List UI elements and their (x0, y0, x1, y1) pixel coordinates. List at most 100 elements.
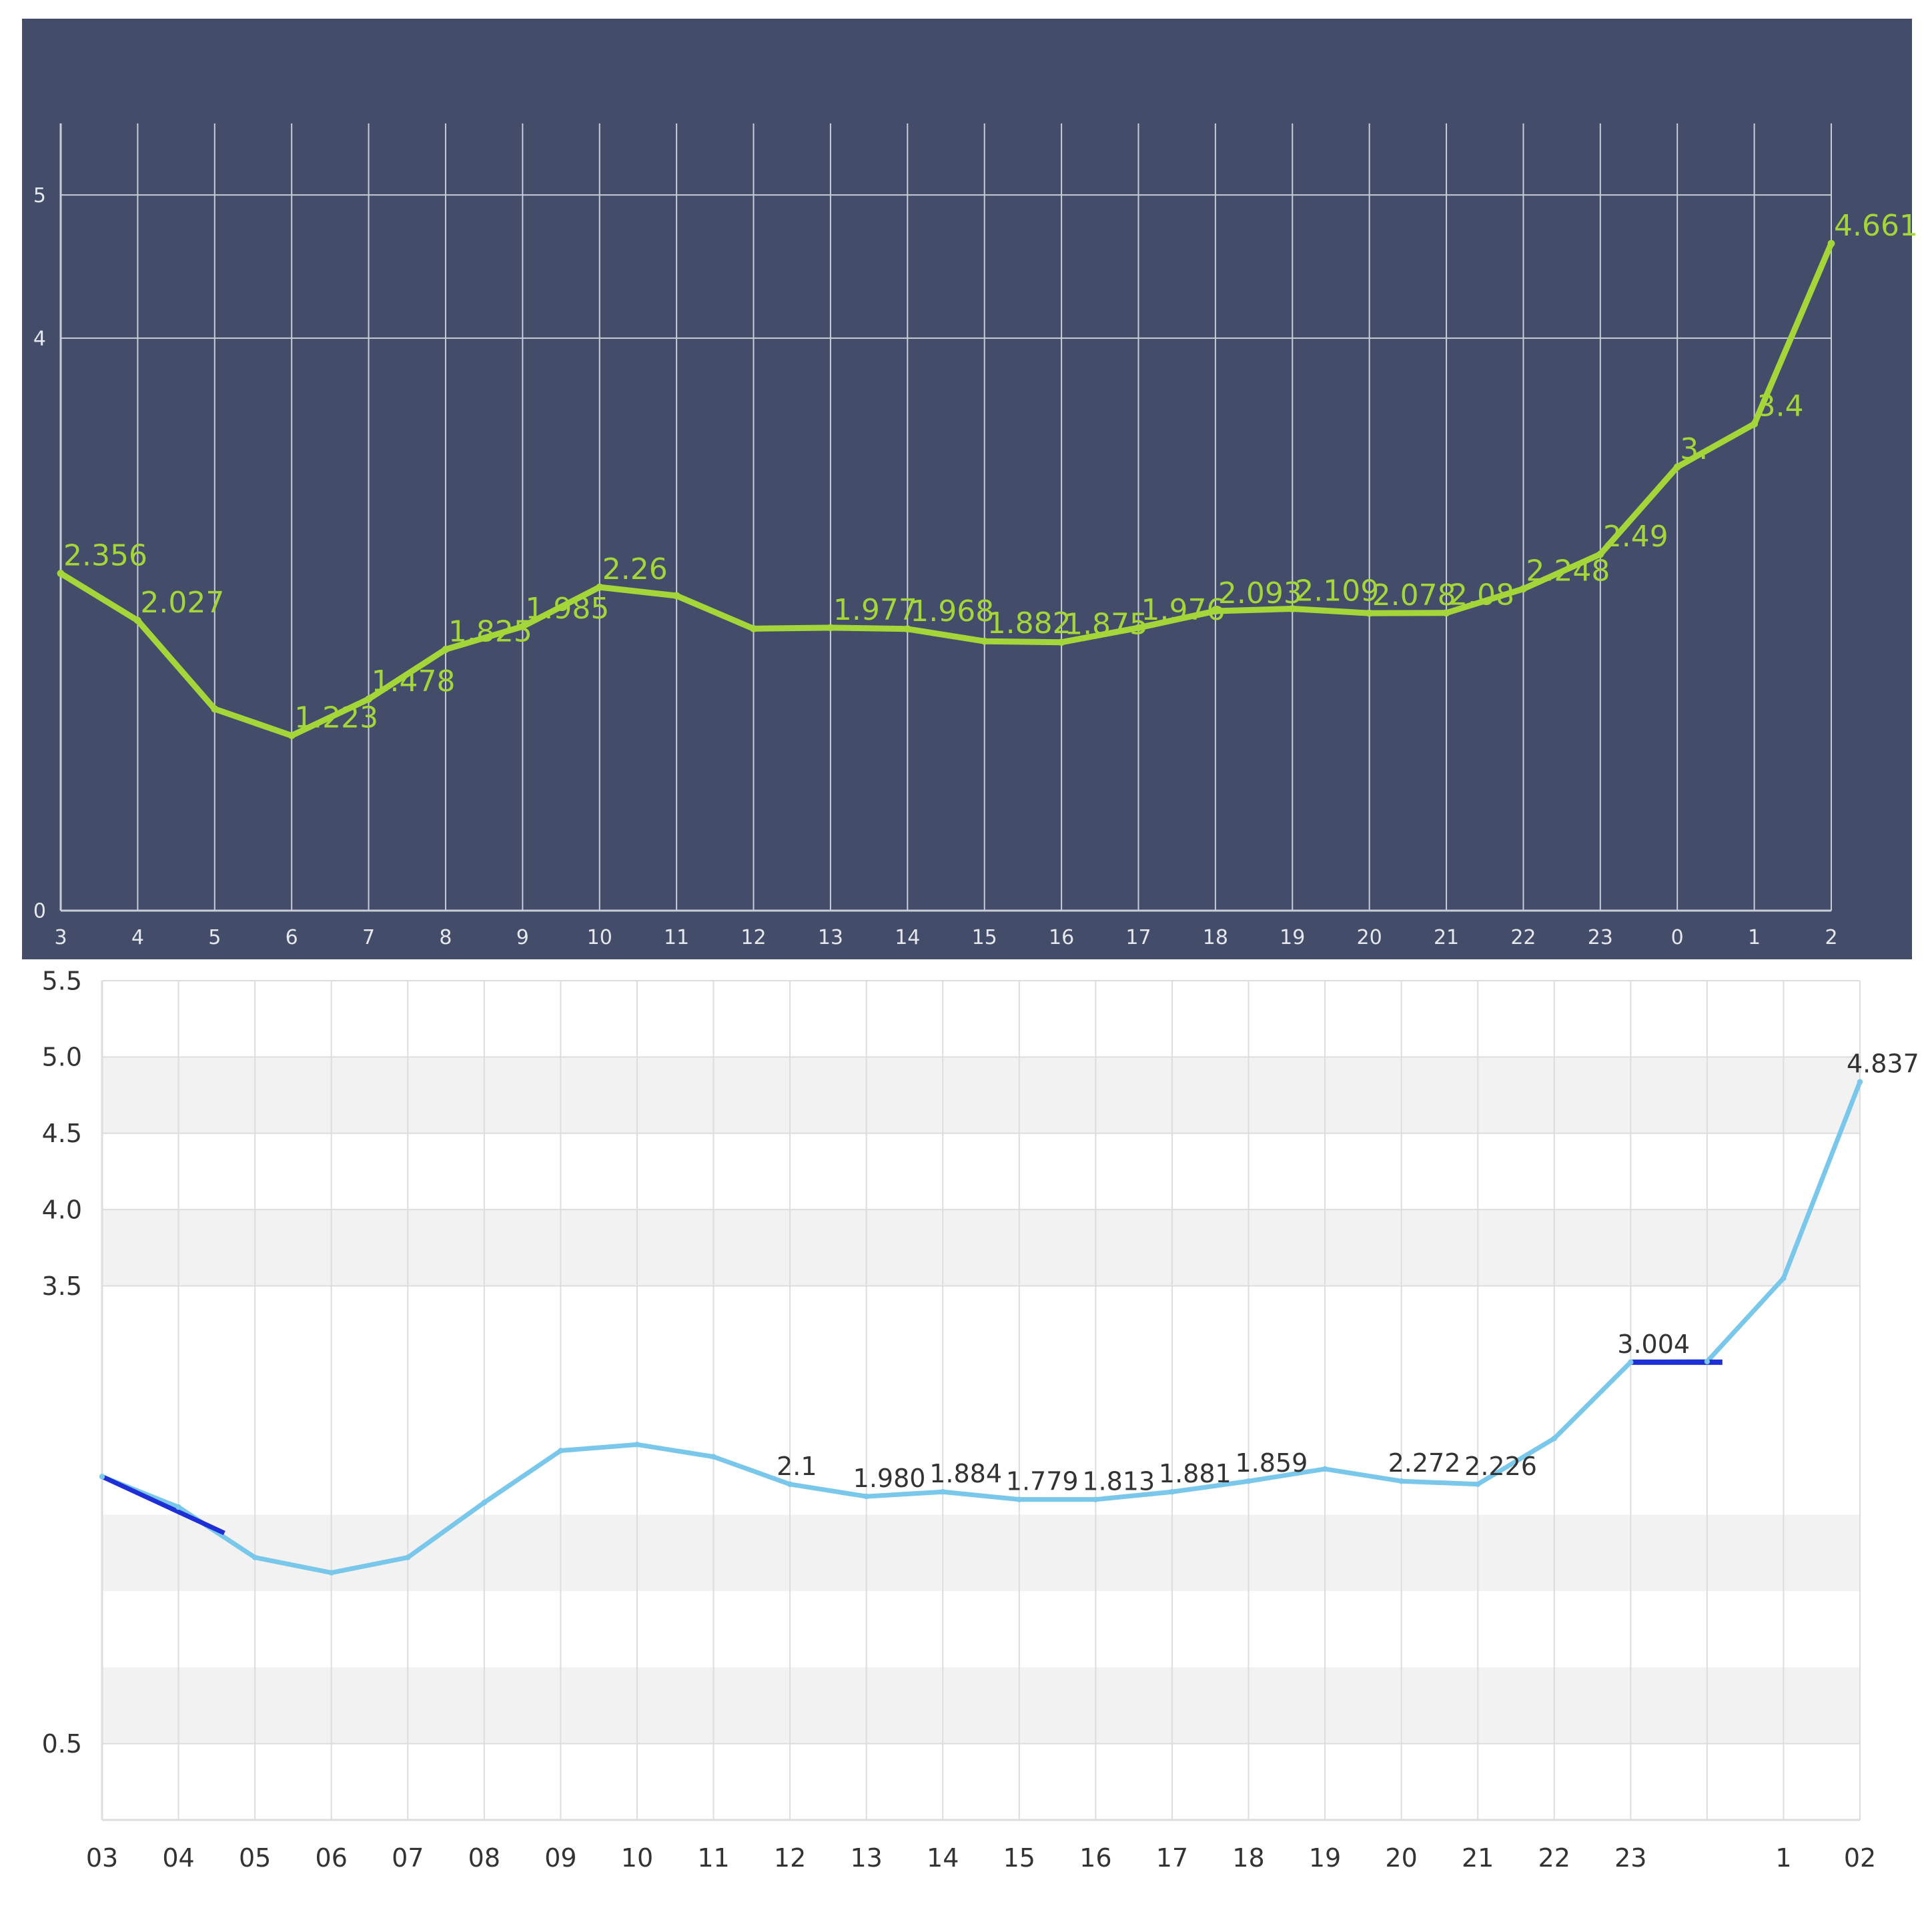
data-label: 2.356 (63, 539, 147, 573)
data-point (1246, 1478, 1252, 1484)
x-tick-label: 10 (621, 1843, 653, 1873)
data-point (1135, 624, 1142, 632)
data-point (1751, 420, 1759, 428)
x-tick-label: 20 (1385, 1843, 1417, 1873)
data-point (1288, 605, 1296, 612)
data-label: 2.027 (140, 586, 224, 620)
data-point (133, 616, 141, 624)
x-tick-label: 22 (1510, 926, 1536, 949)
data-point (1520, 585, 1527, 593)
data-label: 2.109 (1295, 574, 1379, 608)
x-tick-label: 16 (1079, 1843, 1111, 1873)
data-point (596, 583, 604, 591)
data-point (99, 1474, 105, 1480)
data-label: 1.478 (372, 664, 456, 698)
data-label: 3. (1680, 432, 1708, 466)
x-tick-label: 13 (818, 926, 843, 949)
y-tick-label: 4 (33, 327, 46, 350)
x-tick-label: 12 (741, 926, 766, 949)
data-point (211, 705, 219, 713)
y-tick-label: 4.0 (42, 1195, 82, 1224)
data-point (1442, 609, 1450, 617)
series-line (99, 1079, 1863, 1575)
y-tick-label: 5.0 (42, 1043, 82, 1072)
data-point (1857, 1079, 1863, 1085)
data-label: 2.226 (1464, 1452, 1537, 1481)
x-tick-label: 14 (895, 926, 920, 949)
data-point (1093, 1496, 1099, 1502)
x-tick-label: 1 (1748, 926, 1761, 949)
x-tick-label: 3 (54, 926, 67, 949)
data-label: 1.813 (1082, 1467, 1155, 1496)
grid-band (102, 1667, 1860, 1744)
data-point (981, 637, 989, 645)
x-tick-label: 20 (1357, 926, 1382, 949)
data-label: 1.884 (929, 1459, 1002, 1488)
grid-band (102, 1514, 1860, 1591)
data-point (1551, 1435, 1557, 1442)
x-tick-label: 17 (1125, 926, 1151, 949)
data-point (1212, 607, 1220, 615)
x-tick-label: 14 (927, 1843, 959, 1873)
data-label: 2.078 (1372, 578, 1456, 612)
data-point (405, 1554, 411, 1560)
data-label: 1.881 (1159, 1459, 1232, 1488)
data-label: 1.779 (1006, 1467, 1079, 1496)
data-point (903, 625, 911, 633)
plot-background (22, 19, 1912, 959)
x-tick-label: 10 (587, 926, 612, 949)
data-label: 2.272 (1388, 1448, 1461, 1478)
data-point (1322, 1466, 1328, 1472)
y-tick-label: 3.5 (42, 1272, 82, 1301)
x-tick-label: 02 (1844, 1843, 1876, 1873)
data-point (1781, 1275, 1787, 1282)
x-tick-label: 7 (362, 926, 375, 949)
data-label: 1.985 (525, 592, 609, 626)
data-point (1474, 1481, 1481, 1487)
x-tick-label: 15 (1003, 1843, 1035, 1873)
x-tick-label: 5 (208, 926, 221, 949)
data-label: 2.1 (777, 1452, 817, 1481)
data-point (1398, 1478, 1404, 1484)
x-tick-label: 19 (1309, 1843, 1341, 1873)
data-point (365, 695, 372, 703)
data-label: 1.980 (853, 1464, 926, 1493)
data-label: 2.093 (1218, 576, 1302, 610)
data-point (1628, 1359, 1634, 1366)
x-tick-label: 8 (439, 926, 452, 949)
data-point (1704, 1358, 1711, 1365)
x-tick-label: 22 (1538, 1843, 1570, 1873)
x-tick-label: 1 (1775, 1843, 1791, 1873)
data-label: 2.248 (1526, 554, 1610, 588)
data-point (481, 1500, 488, 1506)
series-line (57, 240, 1835, 739)
x-tick-label: 12 (774, 1843, 806, 1873)
data-label: 2.08 (1449, 578, 1514, 612)
data-label: 1.825 (448, 614, 532, 648)
data-label: 2.49 (1603, 520, 1668, 554)
x-tick-label: 05 (239, 1843, 271, 1873)
data-point (672, 592, 680, 600)
x-tick-label: 07 (392, 1843, 424, 1873)
data-point (175, 1504, 181, 1510)
x-tick-label: 18 (1232, 1843, 1264, 1873)
data-point (328, 1570, 334, 1576)
data-label: 3.004 (1617, 1330, 1690, 1359)
data-point (710, 1454, 716, 1460)
data-point (863, 1493, 869, 1500)
x-tick-label: 11 (664, 926, 689, 949)
x-tick-label: 9 (516, 926, 529, 949)
data-point (1169, 1489, 1175, 1495)
x-tick-label: 17 (1156, 1843, 1188, 1873)
data-point (1673, 463, 1681, 471)
data-label: 1.968 (910, 594, 994, 628)
data-label: 1.976 (1141, 593, 1225, 627)
x-tick-label: 21 (1462, 1843, 1494, 1873)
x-tick-label: 2 (1825, 926, 1837, 949)
grid-band (102, 1210, 1860, 1286)
x-tick-label: 0 (1671, 926, 1684, 949)
x-tick-label: 21 (1434, 926, 1459, 949)
data-label: 4.661 (1834, 209, 1918, 243)
x-tick-label: 6 (286, 926, 298, 949)
